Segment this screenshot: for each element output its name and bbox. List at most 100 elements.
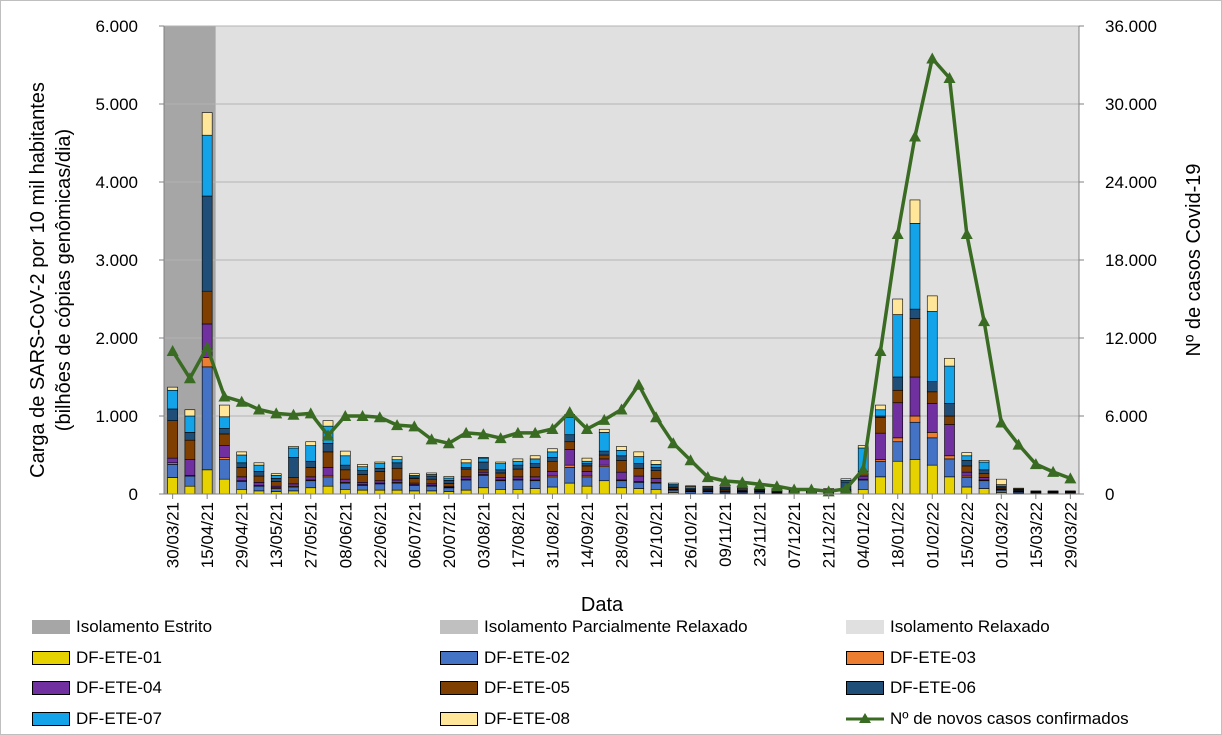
bar-segment <box>495 463 506 471</box>
bar-segment <box>478 457 489 459</box>
bar-segment <box>857 475 869 480</box>
x-tick-label: 29/03/22 <box>1061 502 1080 568</box>
x-tick-label: 20/07/21 <box>440 502 459 568</box>
case-line-marker <box>978 315 991 327</box>
y2-tick-label: 36.000 <box>1105 17 1157 36</box>
case-line-marker <box>166 345 179 356</box>
bar-segment <box>875 476 886 495</box>
bar-segment <box>357 466 368 471</box>
legend-isolamento-estrito: Isolamento Estrito <box>32 616 212 638</box>
x-tick-label: 15/03/22 <box>1027 502 1046 568</box>
bar-segment <box>219 445 230 458</box>
bar-segment <box>236 489 247 495</box>
y2-tick-label: 12.000 <box>1105 329 1157 348</box>
bar-segment <box>598 454 610 460</box>
case-line-marker <box>598 413 611 425</box>
bar-segment <box>219 416 230 429</box>
bar-segment <box>236 481 247 490</box>
bar-segment <box>219 459 230 480</box>
bar-segment <box>201 195 213 292</box>
bar-segment <box>322 420 334 427</box>
case-line-marker <box>494 432 507 444</box>
bar-segment <box>478 471 489 475</box>
bar-segment <box>322 485 334 495</box>
bar-segment <box>564 449 576 466</box>
bar-segment <box>547 457 558 462</box>
y-tick-label: 6.000 <box>95 17 138 36</box>
bar-segment <box>357 481 368 485</box>
case-line-marker <box>408 420 421 432</box>
y-tick-label: 3.000 <box>95 251 138 270</box>
bar-segment <box>374 480 386 484</box>
bar-segment <box>909 223 921 310</box>
case-line-marker <box>563 406 576 418</box>
bar-segment <box>236 476 247 482</box>
bar-segment <box>926 403 938 433</box>
bar-segment <box>460 459 472 464</box>
bar-segment <box>339 464 351 471</box>
legend-swatch <box>32 712 70 726</box>
bar-segment <box>512 464 524 470</box>
bar-segment <box>857 479 869 490</box>
legend-swatch <box>846 620 884 634</box>
bar-segment <box>892 376 904 391</box>
bar-segment <box>236 467 247 478</box>
bar-segment <box>426 485 437 492</box>
bar-segment <box>547 476 558 488</box>
bar-segment <box>978 477 990 481</box>
bar-segment <box>305 441 317 446</box>
bar-segment <box>961 486 973 495</box>
bar-segment <box>512 460 524 466</box>
bar-segment <box>201 134 213 197</box>
bar-segment <box>374 489 386 495</box>
case-line-marker <box>477 428 490 440</box>
case-line-marker <box>373 411 386 423</box>
x-tick-label: 15/04/21 <box>198 502 217 568</box>
legend-swatch <box>32 681 70 695</box>
bar-segment <box>961 465 973 473</box>
bar-segment <box>598 428 610 433</box>
bar-segment <box>616 446 627 451</box>
case-line-marker <box>201 341 214 353</box>
bar-segment <box>996 478 1007 485</box>
bar-segment <box>339 478 351 483</box>
bar-segment <box>581 471 593 476</box>
bar-segment <box>512 468 524 478</box>
bar-segment <box>633 463 645 469</box>
bar-segment <box>1030 490 1042 492</box>
bar-segment <box>978 460 990 463</box>
bar-segment <box>737 487 748 489</box>
bar-segment <box>892 441 904 462</box>
bar-segment <box>357 485 368 491</box>
y2-tick-label: 30.000 <box>1105 95 1157 114</box>
bar-segment <box>650 489 662 495</box>
case-line-marker <box>650 411 663 423</box>
legend-label: Nº de novos casos confirmados <box>890 709 1129 728</box>
bar-segment <box>909 459 921 495</box>
bar-segment <box>875 460 886 478</box>
bar-segment <box>581 463 593 467</box>
case-line-marker <box>719 475 732 486</box>
bar-segment <box>564 464 576 468</box>
bar-segment <box>547 471 558 476</box>
legend-swatch <box>440 620 478 634</box>
bar-segment <box>547 448 558 453</box>
legend-swatch <box>440 651 478 665</box>
bar-segment <box>926 381 938 393</box>
bar-segment <box>391 459 403 464</box>
x-tick-label: 08/06/21 <box>336 502 355 568</box>
legend-label: Isolamento Parcialmente Relaxado <box>484 617 748 636</box>
bar-segment <box>892 402 904 439</box>
bar-segment <box>495 472 506 478</box>
bar-segment <box>961 477 973 488</box>
bar-segment <box>978 480 990 489</box>
legend-label: Isolamento Relaxado <box>890 617 1050 636</box>
legend-swatch <box>32 620 70 634</box>
bar-segment <box>581 476 593 487</box>
bar-segment <box>184 459 196 476</box>
x-tick-label: 31/08/21 <box>543 502 562 568</box>
case-line-marker <box>339 410 352 421</box>
y2-tick-label: 0 <box>1105 485 1114 504</box>
bar-segment <box>978 473 990 478</box>
bar-segment <box>288 447 299 458</box>
